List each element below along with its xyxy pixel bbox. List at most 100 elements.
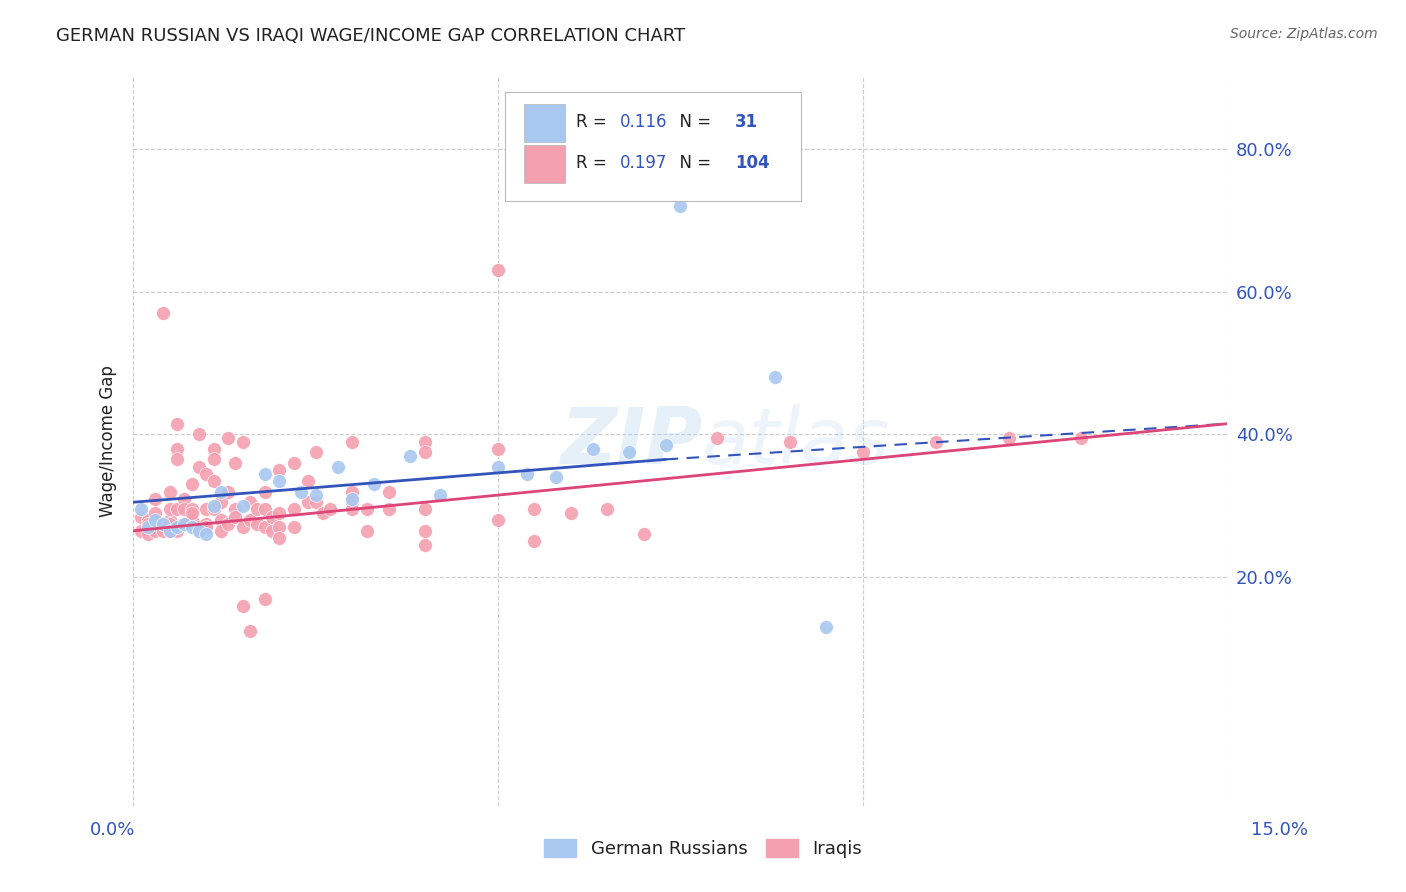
Text: N =: N = <box>669 113 711 131</box>
Point <box>166 417 188 431</box>
Point <box>486 442 509 456</box>
Text: N =: N = <box>669 154 711 172</box>
Point <box>413 502 436 516</box>
Point <box>195 502 218 516</box>
Point <box>202 474 225 488</box>
Text: atlas: atlas <box>702 403 890 480</box>
Point <box>326 459 349 474</box>
FancyBboxPatch shape <box>524 103 565 142</box>
Point <box>136 516 159 531</box>
Point <box>486 459 509 474</box>
Point <box>269 463 291 477</box>
Point <box>180 520 202 534</box>
Point <box>523 502 546 516</box>
Point <box>188 459 211 474</box>
Point <box>152 524 174 538</box>
Point <box>209 524 232 538</box>
Point <box>143 524 166 538</box>
Point <box>253 520 276 534</box>
Point <box>143 513 166 527</box>
Text: 0.116: 0.116 <box>620 113 668 131</box>
Point <box>166 502 188 516</box>
Point <box>195 520 218 534</box>
Point <box>217 516 239 531</box>
Point <box>413 524 436 538</box>
Point <box>486 263 509 277</box>
Point <box>319 502 342 516</box>
Point <box>363 477 385 491</box>
Point <box>180 502 202 516</box>
Point <box>202 499 225 513</box>
Point <box>283 502 305 516</box>
Point <box>269 531 291 545</box>
Point <box>305 495 328 509</box>
Point <box>209 484 232 499</box>
Point <box>253 484 276 499</box>
Point <box>377 484 399 499</box>
Point <box>159 524 181 538</box>
Point <box>413 538 436 552</box>
Point <box>523 534 546 549</box>
Point <box>253 467 276 481</box>
Point <box>283 456 305 470</box>
Legend: German Russians, Iraqis: German Russians, Iraqis <box>537 831 869 865</box>
Point <box>290 484 312 499</box>
Point <box>269 506 291 520</box>
Point <box>283 520 305 534</box>
Point <box>173 491 195 506</box>
Point <box>706 431 728 445</box>
Text: ZIP: ZIP <box>560 403 702 480</box>
Point <box>159 516 181 531</box>
Point <box>173 516 195 531</box>
Point <box>173 502 195 516</box>
Point <box>166 524 188 538</box>
Point <box>546 470 568 484</box>
Point <box>152 306 174 320</box>
Point <box>136 520 159 534</box>
Point <box>224 456 246 470</box>
Point <box>143 506 166 520</box>
Point <box>413 445 436 459</box>
Point <box>217 484 239 499</box>
Point <box>399 449 422 463</box>
Point <box>232 434 254 449</box>
Point <box>340 491 363 506</box>
Text: Source: ZipAtlas.com: Source: ZipAtlas.com <box>1230 27 1378 41</box>
Point <box>217 431 239 445</box>
Point <box>763 370 786 384</box>
Point <box>180 506 202 520</box>
Point <box>779 434 801 449</box>
Point <box>596 502 619 516</box>
Point <box>180 513 202 527</box>
Point <box>253 502 276 516</box>
Point <box>143 491 166 506</box>
Point <box>655 438 678 452</box>
Point <box>188 427 211 442</box>
Point <box>305 488 328 502</box>
Point <box>340 495 363 509</box>
Point <box>136 513 159 527</box>
Point <box>129 502 152 516</box>
Point <box>997 431 1019 445</box>
Text: 0.0%: 0.0% <box>90 821 135 838</box>
Point <box>560 506 582 520</box>
Text: R =: R = <box>576 113 613 131</box>
Point <box>129 524 152 538</box>
Point <box>202 452 225 467</box>
Point <box>340 502 363 516</box>
Point <box>209 495 232 509</box>
Point <box>188 520 211 534</box>
Point <box>246 502 269 516</box>
Point <box>180 477 202 491</box>
Point <box>202 502 225 516</box>
Point <box>188 524 211 538</box>
Point <box>253 591 276 606</box>
Point <box>413 434 436 449</box>
Point <box>202 442 225 456</box>
Point <box>209 513 232 527</box>
Point <box>377 502 399 516</box>
Point <box>152 520 174 534</box>
Point <box>159 513 181 527</box>
Point <box>136 527 159 541</box>
Point <box>669 199 692 213</box>
